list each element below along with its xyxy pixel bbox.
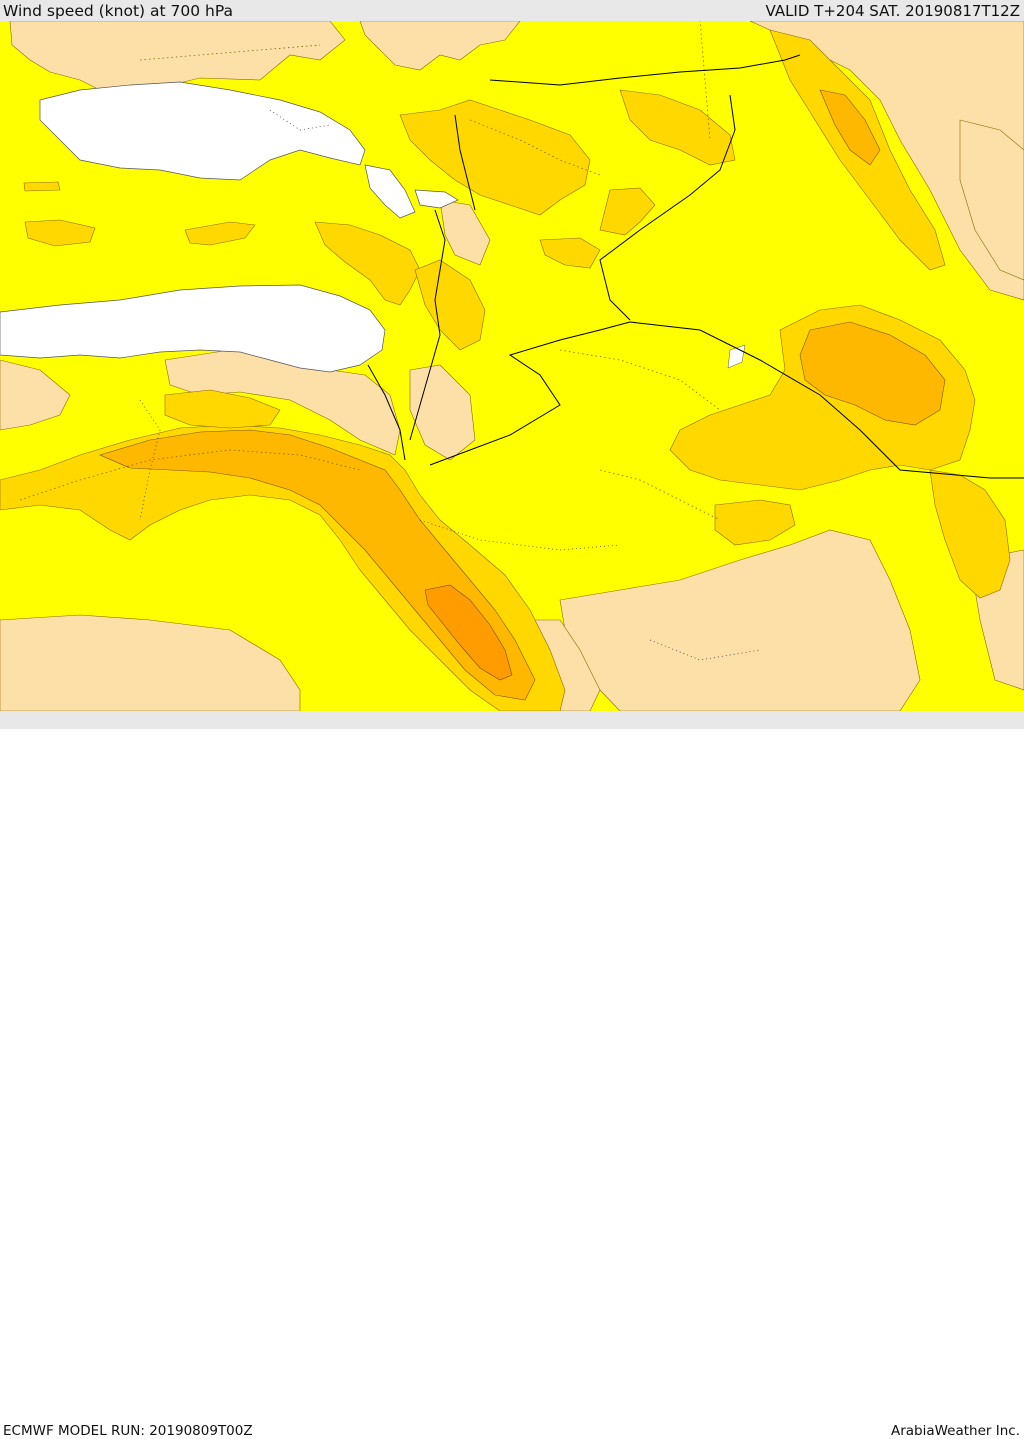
province-lines [139, 109, 761, 661]
light-wind-regions [0, 21, 1024, 711]
gold-region-saudi-blob [714, 499, 796, 546]
dotted-contours [19, 21, 721, 521]
light-region-jordan-valley [439, 199, 491, 266]
orange-region-red-sea [424, 584, 513, 681]
border-iraq-west [599, 94, 736, 321]
mediterranean-east [0, 284, 386, 373]
gold-region-gulf-tail [929, 469, 1011, 599]
strongest-wind-regions [424, 584, 513, 681]
gold-region-anatolia [399, 99, 591, 216]
border-jordan-saudi [429, 321, 631, 466]
border-egypt-israel [367, 364, 406, 461]
light-region-turkey-ne [359, 21, 521, 71]
gold-region-west-blob [184, 221, 256, 246]
country-borders [367, 54, 1024, 479]
valid-time: VALID T+204 SAT. 20190817T12Z [765, 2, 1020, 20]
wind-speed-map [0, 21, 1024, 711]
light-region-egypt-south [0, 614, 301, 711]
water-bodies [0, 81, 746, 373]
footer-bar: ECMWF MODEL RUN: 20190809T00Z ArabiaWeat… [0, 711, 1024, 1439]
gold-region-syria2 [599, 187, 656, 236]
black-sea [39, 81, 366, 181]
light-region-egypt-west [0, 359, 71, 431]
light-region-zagros [959, 119, 1024, 281]
light-region-israel [409, 364, 476, 461]
gold-region-syria [539, 237, 601, 269]
gold-region-egypt-band [0, 424, 566, 711]
border-saudi-iraq [629, 321, 1024, 479]
gold-region-egypt-north [164, 389, 281, 429]
border-levant-coast [409, 209, 446, 441]
header-bar: Wind speed (knot) at 700 hPa VALID T+204… [0, 0, 1024, 21]
credit: ArabiaWeather Inc. [890, 1423, 1020, 1439]
gold-region-lebanon [414, 259, 486, 351]
map-title: Wind speed (knot) at 700 hPa [3, 2, 234, 20]
gold-region-tiny [23, 181, 61, 192]
border-syria-iraq [489, 54, 801, 86]
amber-region-iraq [799, 321, 946, 426]
model-run: ECMWF MODEL RUN: 20190809T00Z [3, 1423, 253, 1439]
caspian-sea [364, 164, 416, 219]
amber-region-iran [819, 89, 881, 166]
border-turkey-syria [454, 114, 476, 211]
gulf-inlet [414, 189, 459, 209]
gold-region-small-west [24, 219, 96, 247]
gold-region-levant [314, 221, 421, 306]
